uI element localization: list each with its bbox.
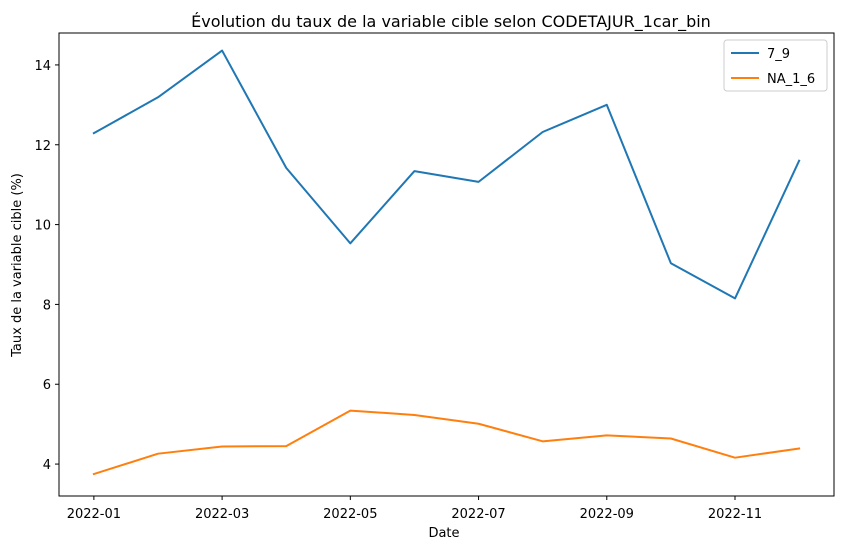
y-tick-label: 8 [43, 298, 51, 313]
y-tick-label: 10 [34, 219, 51, 234]
plot-area [58, 32, 835, 497]
legend-items: 7_9 NA_1_6 [731, 47, 815, 87]
y-tick-label: 6 [43, 378, 51, 393]
x-axis-label: Date [428, 526, 459, 541]
legend-label: 7_9 [767, 47, 790, 62]
plot-frame [58, 32, 835, 497]
y-tick-label: 4 [43, 458, 51, 473]
y-axis: 4 6 8 10 12 14 [34, 59, 59, 473]
x-tick-label: 2022-09 [580, 507, 634, 522]
x-tick-label: 2022-11 [708, 507, 762, 522]
chart-title: Évolution du taux de la variable cible s… [191, 12, 711, 32]
series-line-0 [92, 49, 801, 300]
y-tick-label: 14 [34, 59, 51, 74]
y-axis-label: Taux de la variable cible (%) [10, 173, 25, 358]
x-tick-label: 2022-07 [451, 507, 505, 522]
legend: 7_9 NA_1_6 [723, 39, 828, 92]
x-axis: 2022-01 2022-03 2022-05 2022-07 2022-09 2022-… [67, 496, 762, 522]
x-tick-label: 2022-03 [195, 507, 249, 522]
legend-label: NA_1_6 [767, 72, 815, 87]
series-layer [92, 49, 801, 476]
y-tick-label: 12 [34, 139, 51, 154]
x-tick-label: 2022-01 [67, 507, 121, 522]
x-tick-label: 2022-05 [323, 507, 377, 522]
series-line-1 [92, 409, 801, 476]
